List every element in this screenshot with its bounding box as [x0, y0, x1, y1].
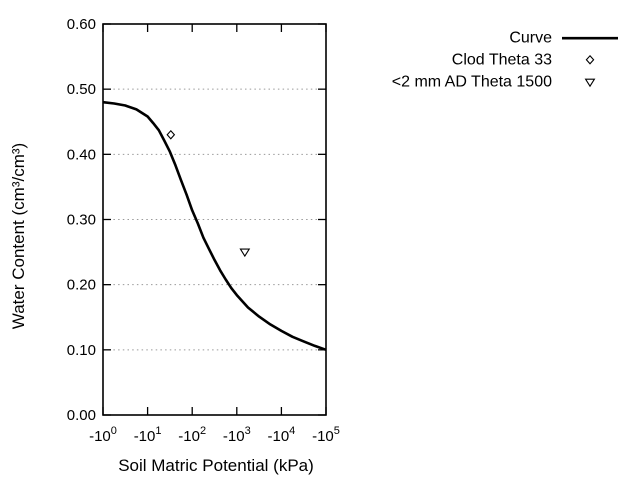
gridlines: [104, 88, 325, 351]
legend: Curve Clod Theta 33 <2 mm AD Theta 1500: [392, 30, 618, 91]
x-tick-labels: -100 -101 -102 -103 -104 -105: [89, 425, 340, 445]
y-tick-label: 0.50: [67, 81, 96, 98]
y-tick-label: 0.00: [67, 407, 96, 424]
axis-ticks: [102, 23, 327, 416]
x-tick-label: -104: [267, 425, 295, 445]
x-axis-title: Soil Matric Potential (kPa): [118, 456, 314, 475]
legend-triangle-sample: [584, 78, 596, 88]
legend-item-label: Curve: [509, 30, 552, 47]
legend-item: Clod Theta 33: [452, 51, 595, 68]
x-tick-label: -100: [89, 425, 117, 445]
legend-item: <2 mm AD Theta 1500: [392, 74, 596, 91]
y-tick-label: 0.30: [67, 212, 96, 229]
x-tick-label: -101: [134, 425, 162, 445]
y-tick-label: 0.40: [67, 146, 96, 163]
plot-series: [102, 100, 327, 352]
x-tick-label: -103: [223, 425, 251, 445]
retention-curve-line: [102, 100, 327, 352]
y-tick-label: 0.10: [67, 342, 96, 359]
data-point-clod-theta-33: [166, 129, 176, 140]
legend-item-label: Clod Theta 33: [452, 51, 552, 68]
y-tick-labels: 0.00 0.10 0.20 0.30 0.40 0.50 0.60: [67, 16, 96, 424]
x-tick-label: -102: [178, 425, 206, 445]
x-tick-label: -105: [312, 425, 340, 445]
legend-diamond-sample: [585, 54, 595, 65]
legend-item: Curve: [509, 30, 618, 47]
y-axis-title: Water Content (cm³/cm³): [9, 143, 28, 329]
y-tick-label: 0.60: [67, 16, 96, 33]
data-point-ad-theta-1500: [239, 248, 251, 258]
y-tick-label: 0.20: [67, 277, 96, 294]
legend-item-label: <2 mm AD Theta 1500: [392, 74, 552, 91]
